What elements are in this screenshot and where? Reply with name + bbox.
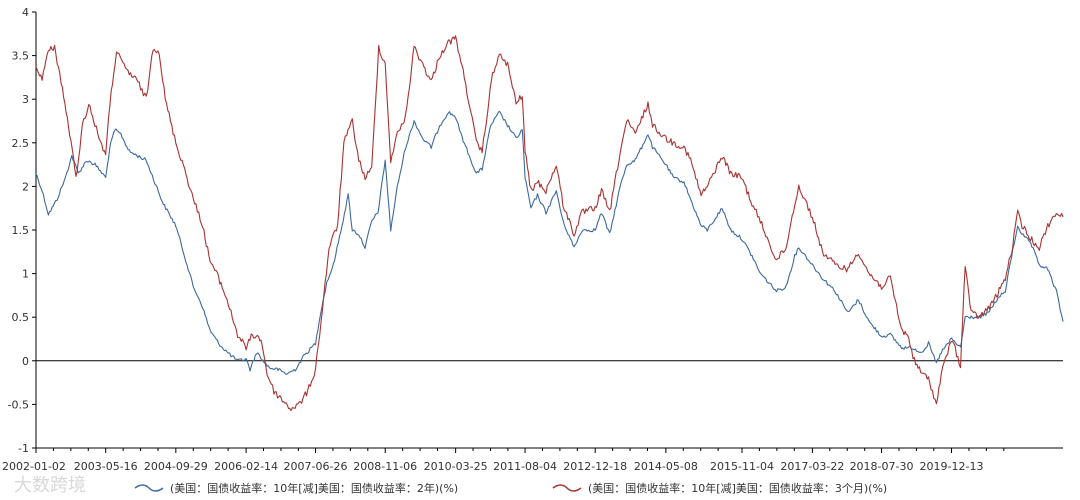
- watermark-logo: 大数跨境: [14, 475, 86, 496]
- x-tick-label: 2015-11-04: [710, 460, 774, 473]
- x-tick-label: 2002-01-02: [2, 460, 66, 473]
- x-tick-label: 2018-07-30: [850, 460, 914, 473]
- x-tick-label: 2004-09-29: [144, 460, 208, 473]
- y-axis: -1 -0.5 0 0.5 1 1.5 2 2.5 3 3.5 4: [8, 6, 37, 455]
- y-tick-label: 0.5: [12, 311, 30, 324]
- x-axis: 2002-01-02 2003-05-16 2004-09-29 2006-02-14…: [2, 447, 1063, 473]
- y-tick-label: -1: [18, 442, 29, 455]
- x-tick-label: 2006-02-14: [214, 460, 278, 473]
- x-tick-label: 2019-12-13: [920, 460, 984, 473]
- y-tick-label: 2.5: [12, 137, 30, 150]
- legend-label-series-a: (美国：国债收益率：10年[减]美国：国债收益率：2年)(%): [170, 481, 458, 495]
- series-layer: [35, 35, 1064, 412]
- y-tick-label: 3.5: [12, 50, 30, 63]
- legend-swatch-series-b: [552, 484, 582, 492]
- x-tick-label: 2017-03-22: [780, 460, 844, 473]
- x-tick-label: 2007-06-26: [284, 460, 348, 473]
- y-tick-label: 1.5: [12, 224, 30, 237]
- x-tick-label: 2010-03-25: [424, 460, 488, 473]
- y-tick-label: -0.5: [8, 398, 29, 411]
- series-line-b: [35, 35, 1064, 412]
- series-line-a: [35, 110, 1064, 375]
- x-tick-label: 2012-12-18: [563, 460, 627, 473]
- x-tick-label: 2003-05-16: [74, 460, 138, 473]
- x-tick-label: 2014-05-08: [634, 460, 698, 473]
- x-tick-label: 2008-11-06: [353, 460, 417, 473]
- y-tick-label: 1: [22, 268, 29, 281]
- legend-label-series-b: (美国：国债收益率：10年[减]美国：国债收益率：3个月)(%): [588, 481, 887, 495]
- x-tick-label: 2011-08-04: [493, 460, 557, 473]
- legend-item-series-a[interactable]: (美国：国债收益率：10年[减]美国：国债收益率：2年)(%): [134, 481, 458, 495]
- legend-swatch-series-a: [134, 484, 164, 492]
- y-tick-label: 0: [22, 355, 29, 368]
- legend: (美国：国债收益率：10年[减]美国：国债收益率：2年)(%) (美国：国债收益…: [134, 481, 887, 495]
- y-tick-label: 3: [22, 93, 29, 106]
- y-tick-label: 4: [22, 6, 29, 19]
- legend-item-series-b[interactable]: (美国：国债收益率：10年[减]美国：国债收益率：3个月)(%): [552, 481, 887, 495]
- y-tick-label: 2: [22, 180, 29, 193]
